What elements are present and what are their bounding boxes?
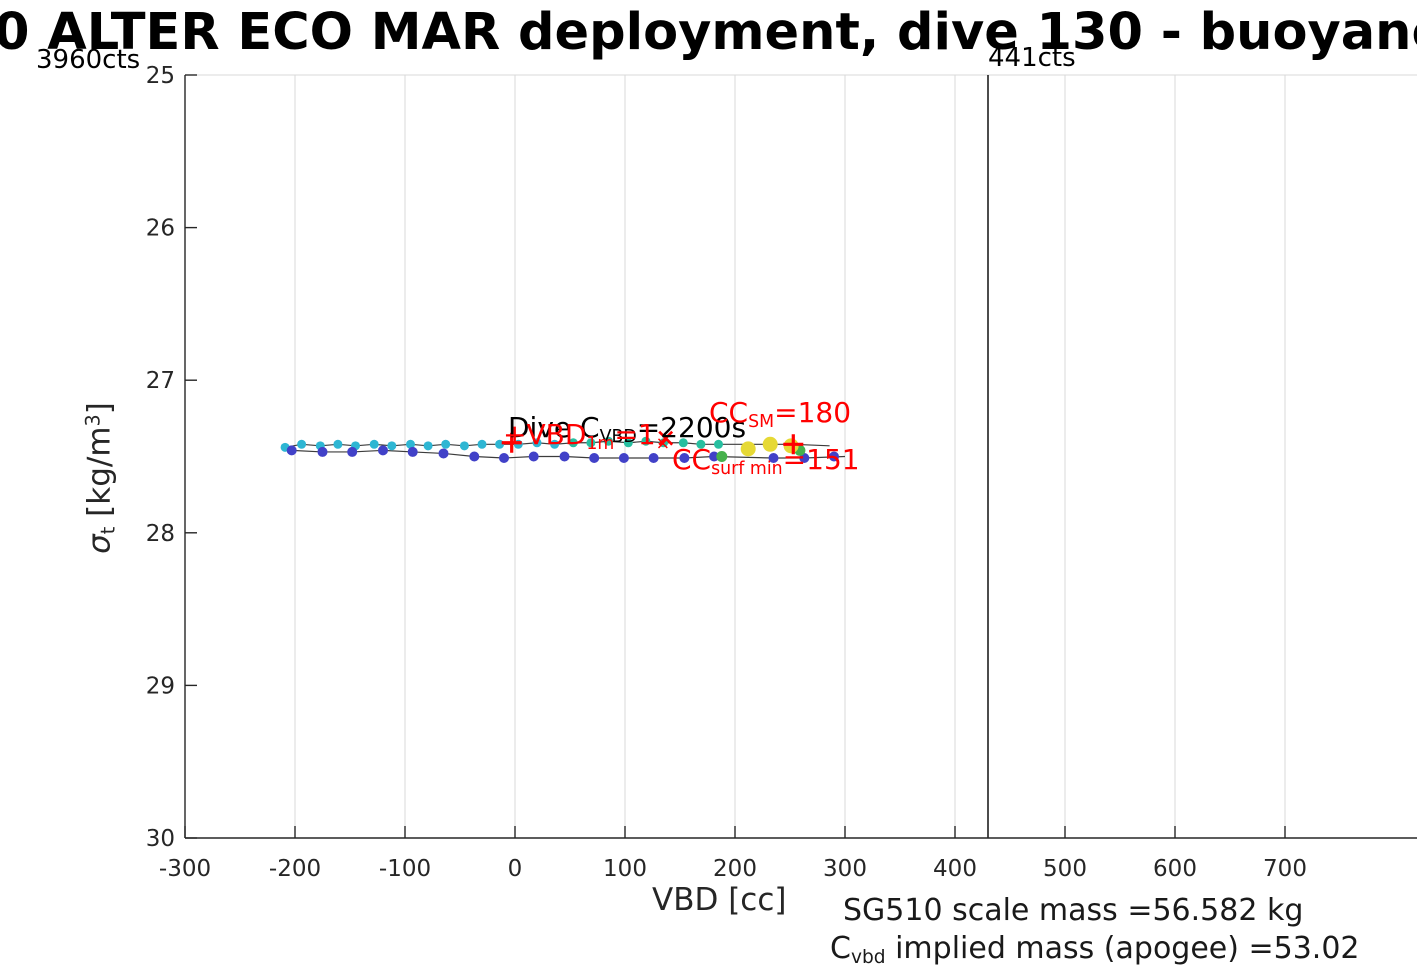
buoyancy-plot: -300 -200 -100 0 100 200 300 400 500 600 700 25 26 27… [146, 63, 1417, 882]
label-3960cts: 3960cts [36, 45, 141, 75]
y-tick-label: 30 [146, 826, 175, 852]
annotation-cc-surf-min: CCsurf min=151 [672, 443, 860, 479]
y-tick-label: 25 [146, 63, 175, 89]
annotation-cc-sm: CCSM=180 [709, 396, 852, 432]
label-441cts: 441cts [988, 43, 1076, 73]
y-tick-label: 27 [146, 368, 175, 394]
series-teal-dots [568, 436, 723, 449]
x-tick-label: -300 [159, 856, 211, 882]
x-tick-label: 200 [713, 856, 757, 882]
footer-implied-mass: Cvbd implied mass (apogee) =53.02 [830, 931, 1360, 968]
marker-red-x [658, 430, 674, 446]
x-tick-label: 400 [933, 856, 977, 882]
y-tick-label: 29 [146, 673, 175, 699]
x-tick-label: -100 [379, 856, 431, 882]
annotation-vbd-1m: +VBD1m=1× [503, 418, 671, 454]
x-tick-label: 700 [1263, 856, 1307, 882]
x-tick-label: 600 [1153, 856, 1197, 882]
series-blue-dots [286, 445, 839, 464]
x-tick-label: 0 [508, 856, 523, 882]
x-tick-label: 500 [1043, 856, 1087, 882]
figure-title: 0 ALTER ECO MAR deployment, dive 130 - b… [0, 3, 1417, 62]
y-tick-label: 26 [146, 216, 175, 242]
marker-red-plus [501, 432, 804, 455]
y-tick-label: 28 [146, 521, 175, 547]
x-tick-label: 100 [603, 856, 647, 882]
footer-scale-mass: SG510 scale mass =56.582 kg [843, 893, 1304, 928]
y-axis-label: σt [kg/m3] [81, 402, 120, 554]
x-axis-label: VBD [cc] [652, 882, 787, 918]
figure-canvas: { "title": "0 ALTER ECO MAR deployment, … [0, 3, 1417, 968]
annotation-dive-cvbd: Dive CVBD=2200s [508, 411, 747, 447]
x-tick-label: -200 [269, 856, 321, 882]
x-tick-label: 300 [823, 856, 867, 882]
